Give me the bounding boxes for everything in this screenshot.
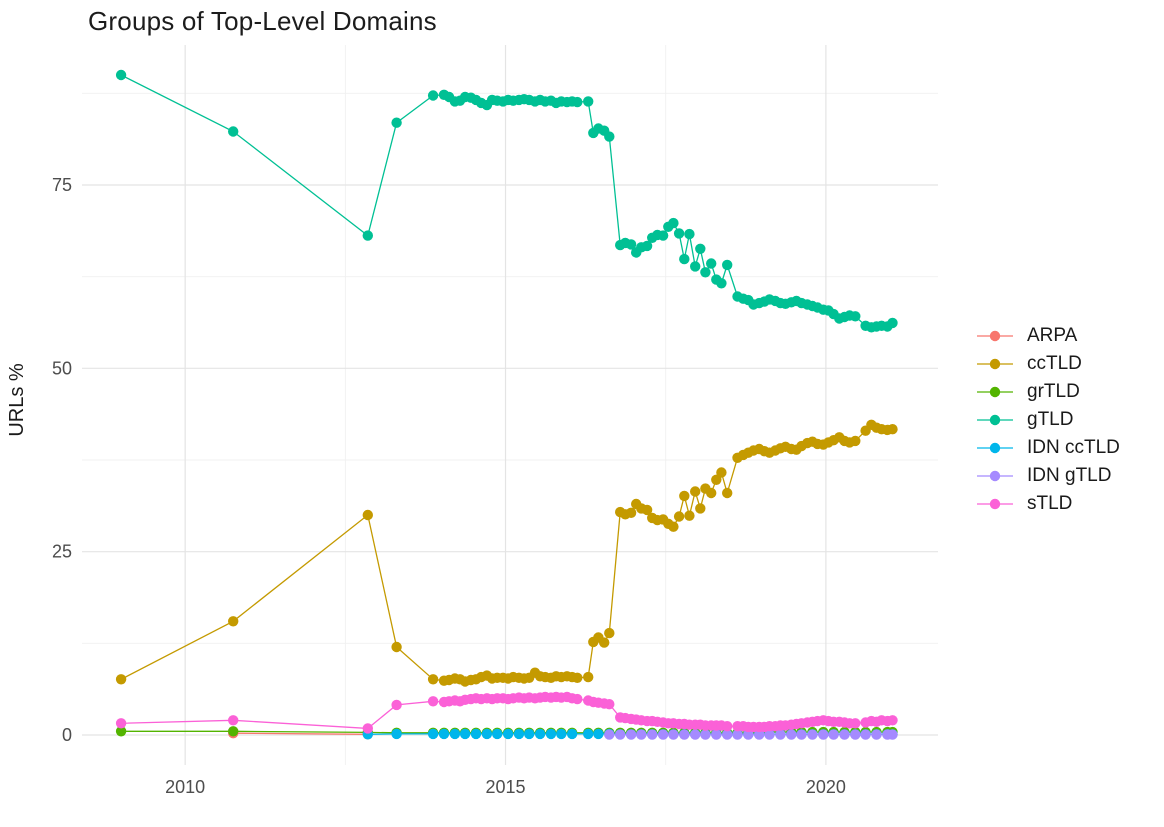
axis-tick-labels: 0 25 50 75 2010 2015 2020 — [52, 175, 846, 797]
chart-title: Groups of Top-Level Domains — [88, 6, 437, 36]
legend-key-icon — [977, 414, 1013, 426]
series-points-idn-gtld — [604, 729, 898, 740]
legend-label: IDN ccTLD — [1027, 437, 1120, 458]
legend-label: sTLD — [1027, 493, 1073, 514]
legend-label: gTLD — [1027, 409, 1074, 430]
legend-key-icon — [977, 470, 1013, 482]
legend: ARPA ccTLD grTLD gTLD IDN ccTLD IDN gTLD sTLD — [976, 322, 1120, 518]
legend-label: IDN gTLD — [1027, 465, 1112, 486]
legend-label: ccTLD — [1027, 353, 1082, 374]
y-axis-title: URLs % — [6, 363, 28, 437]
legend-label: grTLD — [1027, 381, 1080, 402]
series-line-arpa — [233, 732, 368, 735]
legend-item-cctld: ccTLD — [976, 350, 1120, 378]
y-tick-label: 25 — [52, 542, 72, 562]
x-tick-label: 2015 — [485, 777, 525, 797]
series-points-cctld — [115, 419, 898, 687]
legend-item-arpa: ARPA — [976, 322, 1120, 350]
legend-key-icon — [977, 442, 1013, 454]
gridlines-minor — [82, 45, 938, 765]
x-tick-label: 2010 — [165, 777, 205, 797]
x-tick-label: 2020 — [806, 777, 846, 797]
y-tick-label: 0 — [62, 725, 72, 745]
legend-item-stld: sTLD — [976, 490, 1120, 518]
legend-key-icon — [977, 498, 1013, 510]
legend-key-icon — [977, 358, 1013, 370]
legend-key-icon — [977, 386, 1013, 398]
legend-key-icon — [977, 330, 1013, 342]
legend-item-gtld: gTLD — [976, 406, 1120, 434]
legend-item-grtld: grTLD — [976, 378, 1120, 406]
gridlines-major — [82, 45, 938, 765]
y-tick-label: 75 — [52, 175, 72, 195]
legend-label: ARPA — [1027, 325, 1078, 346]
series-points-gtld — [115, 69, 898, 333]
legend-item-idn-cctld: IDN ccTLD — [976, 434, 1120, 462]
series-points-stld — [115, 691, 898, 734]
y-tick-label: 50 — [52, 358, 72, 378]
legend-item-idn-gtld: IDN gTLD — [976, 462, 1120, 490]
series-line-gtld — [120, 74, 893, 328]
